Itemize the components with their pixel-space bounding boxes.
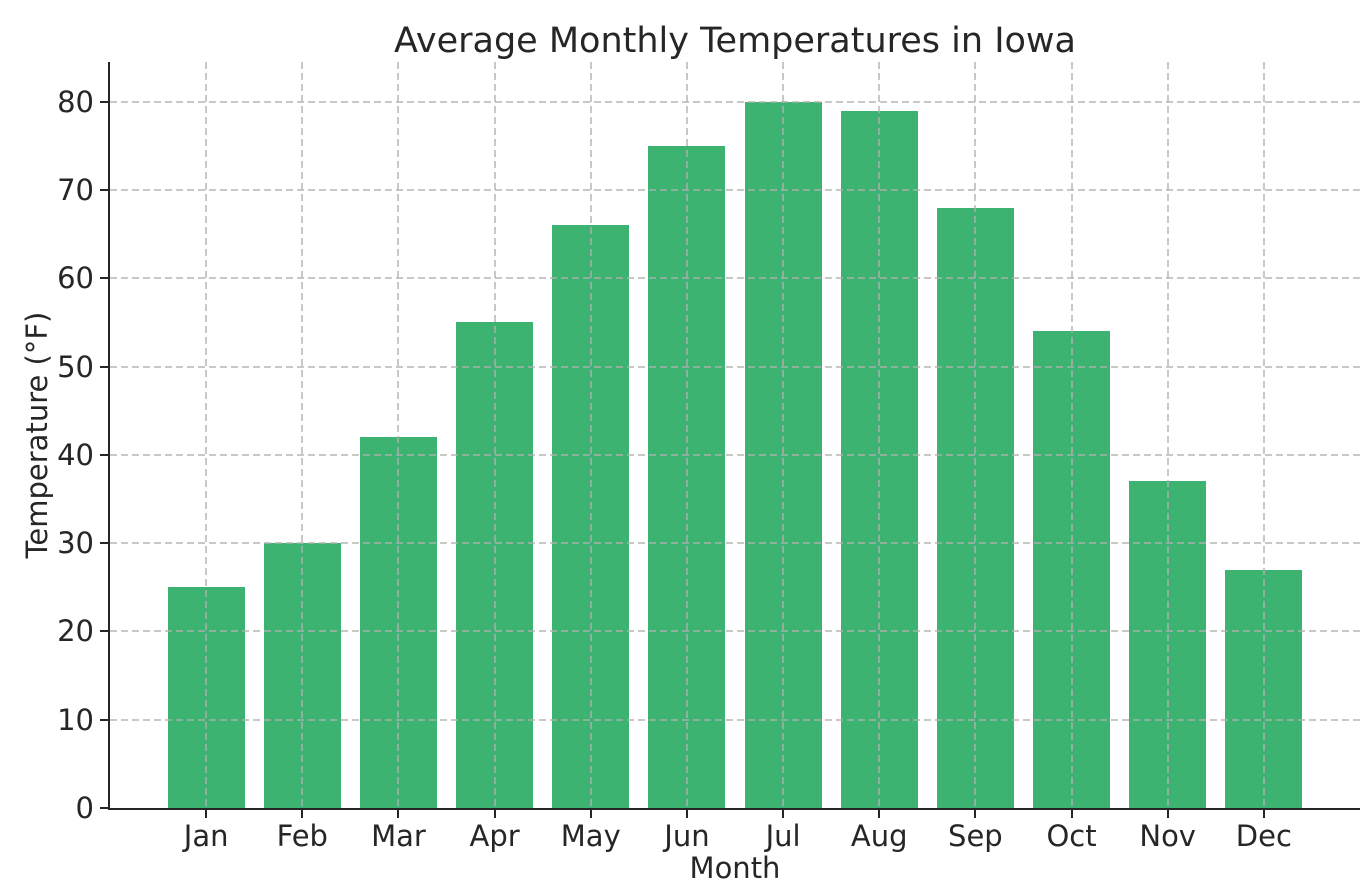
x-tick-mark-sep bbox=[974, 810, 977, 818]
y-tick-mark-10 bbox=[100, 718, 108, 721]
bar-apr bbox=[456, 322, 534, 808]
plot-area bbox=[108, 62, 1360, 810]
x-tick-label-mar: Mar bbox=[371, 819, 426, 853]
y-tick-label-30: 30 bbox=[57, 526, 94, 561]
y-tick-mark-20 bbox=[100, 630, 108, 633]
y-tick-label-40: 40 bbox=[57, 437, 94, 472]
x-tick-mark-jun bbox=[685, 810, 688, 818]
x-tick-label-jan: Jan bbox=[183, 819, 229, 853]
x-tick-label-jun: Jun bbox=[664, 819, 710, 853]
x-tick-mark-may bbox=[589, 810, 592, 818]
bar-jun bbox=[648, 145, 726, 808]
x-tick-mark-jan bbox=[205, 810, 208, 818]
x-tick-mark-jul bbox=[782, 810, 785, 818]
y-tick-mark-80 bbox=[100, 100, 108, 103]
bar-may bbox=[552, 225, 630, 808]
x-tick-mark-dec bbox=[1262, 810, 1265, 818]
y-tick-mark-70 bbox=[100, 189, 108, 191]
y-tick-label-50: 50 bbox=[57, 349, 94, 384]
x-axis-label: Month bbox=[689, 851, 781, 885]
y-tick-mark-0 bbox=[100, 807, 108, 809]
y-tick-label-70: 70 bbox=[57, 173, 94, 207]
bars-layer bbox=[110, 62, 1360, 808]
x-tick-mark-apr bbox=[493, 810, 496, 818]
x-tick-mark-oct bbox=[1070, 810, 1073, 818]
x-tick-label-oct: Oct bbox=[1046, 819, 1097, 853]
x-tick-label-jul: Jul bbox=[765, 819, 801, 853]
x-tick-mark-feb bbox=[301, 810, 304, 818]
bar-mar bbox=[360, 437, 437, 808]
y-tick-label-80: 80 bbox=[57, 84, 94, 119]
y-tick-label-0: 0 bbox=[75, 791, 94, 825]
x-tick-label-sep: Sep bbox=[948, 819, 1003, 853]
y-tick-mark-50 bbox=[100, 365, 108, 368]
bar-feb bbox=[263, 543, 341, 808]
x-tick-label-may: May bbox=[560, 819, 621, 853]
x-tick-label-dec: Dec bbox=[1235, 819, 1292, 853]
y-tick-mark-30 bbox=[100, 542, 108, 545]
chart-title: Average Monthly Temperatures in Iowa bbox=[393, 21, 1077, 61]
x-tick-label-feb: Feb bbox=[276, 819, 328, 853]
x-tick-label-nov: Nov bbox=[1139, 819, 1196, 853]
x-tick-mark-nov bbox=[1166, 810, 1169, 818]
y-tick-label-10: 10 bbox=[57, 702, 94, 737]
bar-jul bbox=[744, 101, 822, 808]
bar-sep bbox=[936, 207, 1014, 808]
y-tick-label-20: 20 bbox=[57, 614, 94, 649]
bar-aug bbox=[840, 110, 918, 808]
bar-nov bbox=[1129, 481, 1207, 808]
bar-jan bbox=[167, 587, 245, 808]
x-tick-label-aug: Aug bbox=[850, 819, 908, 853]
x-tick-mark-aug bbox=[878, 810, 881, 818]
y-tick-label-60: 60 bbox=[57, 261, 94, 296]
bar-dec bbox=[1225, 569, 1303, 808]
bar-oct bbox=[1033, 331, 1110, 808]
y-tick-mark-40 bbox=[100, 453, 108, 456]
y-tick-mark-60 bbox=[100, 277, 108, 280]
x-tick-label-apr: Apr bbox=[469, 819, 520, 853]
x-tick-mark-mar bbox=[397, 810, 400, 818]
